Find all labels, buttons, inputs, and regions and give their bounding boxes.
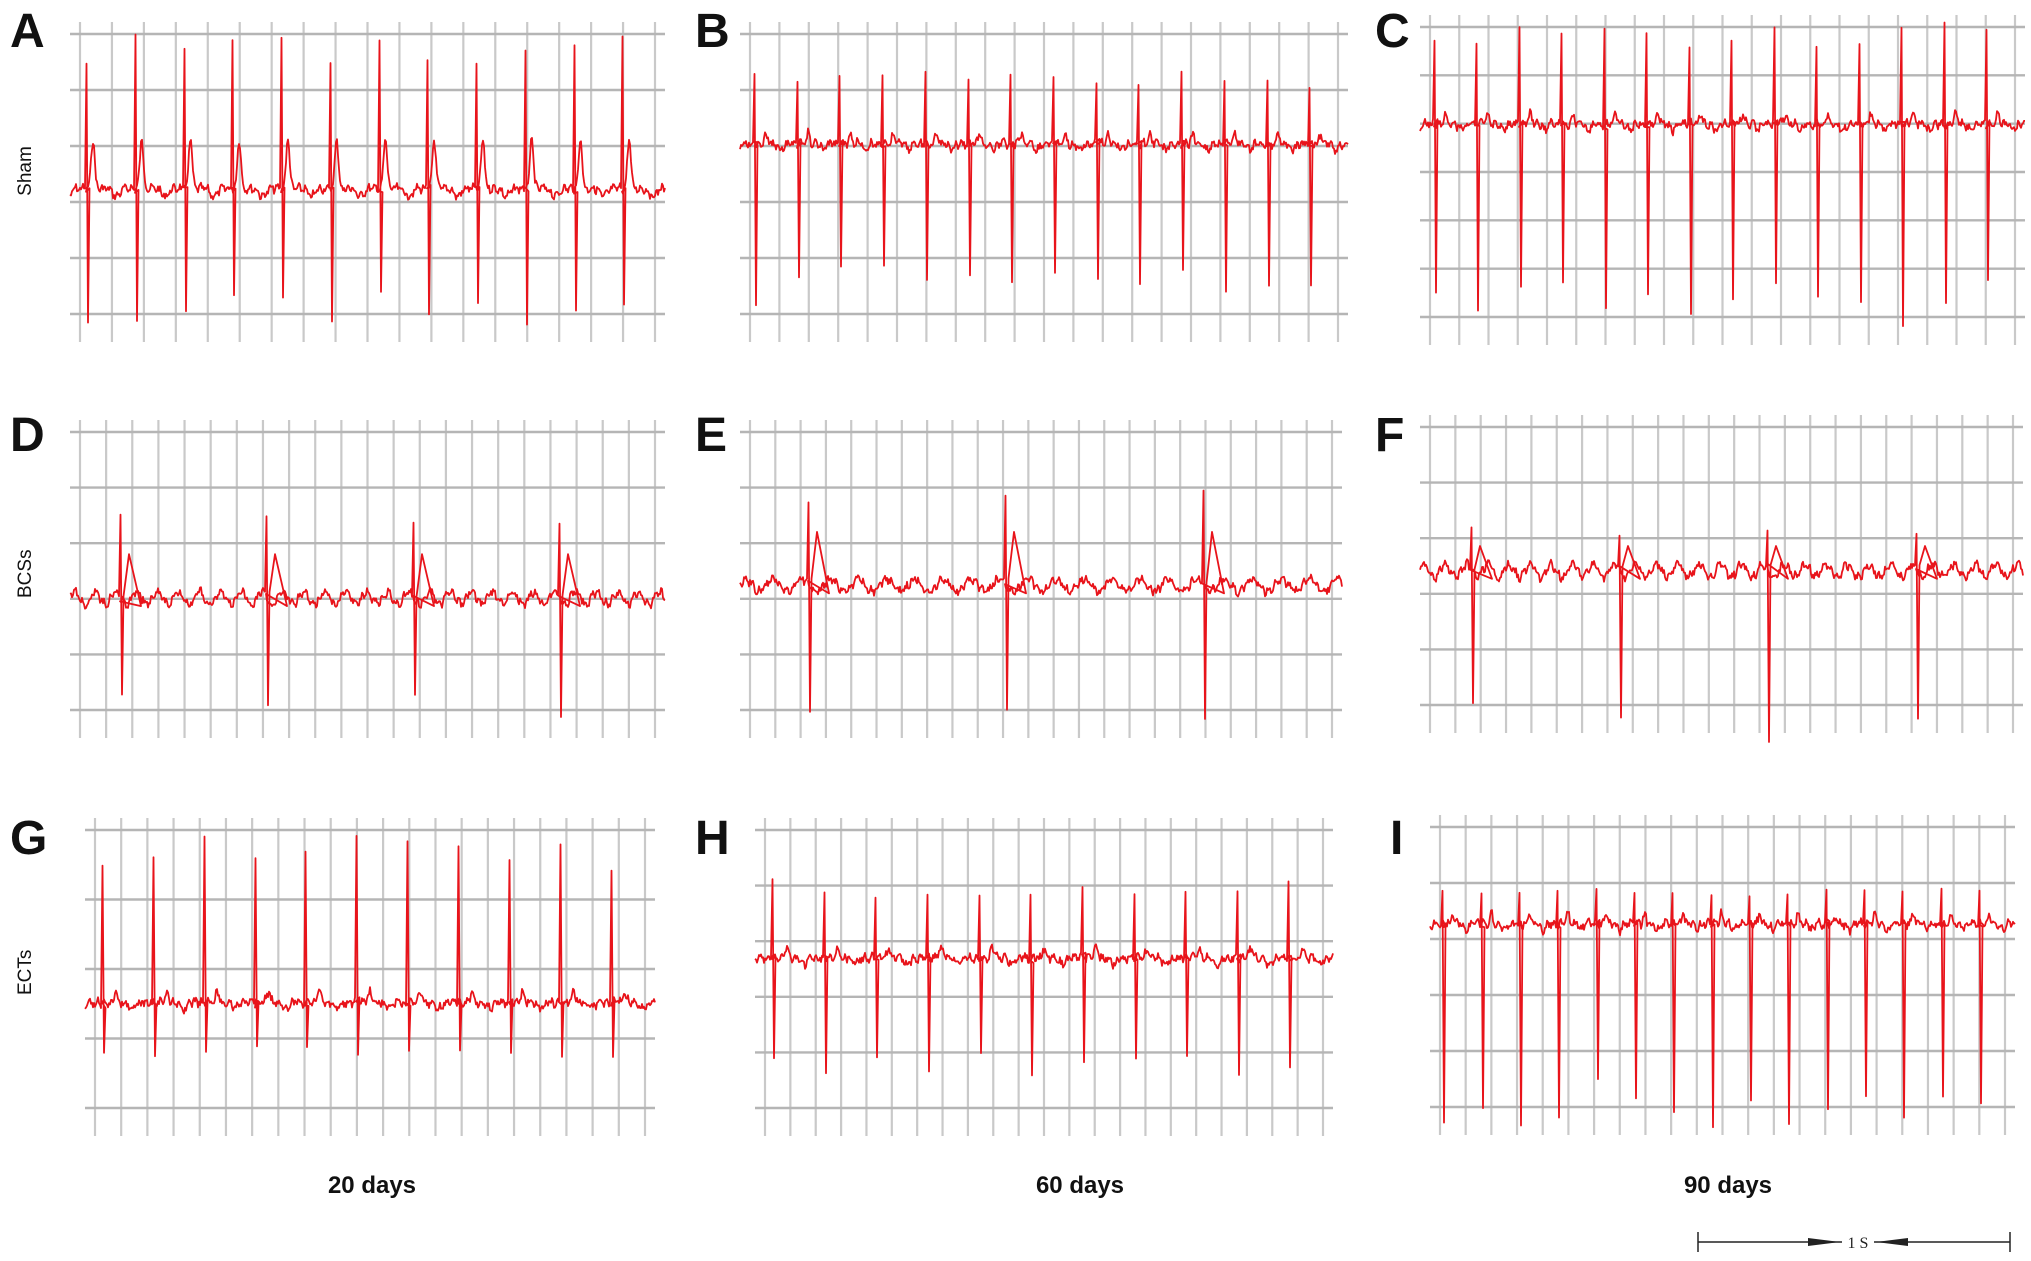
ecg-trace [1419,526,2024,743]
panel-letter-g: G [10,812,48,865]
ecg-panel-h [754,818,1334,1136]
grid [1430,815,2015,1135]
ecg-panel-a [69,22,666,342]
ecg-panel-g [84,818,656,1136]
panel-letter-h: H [695,812,730,865]
grid [1420,15,2025,345]
column-label-20-days: 20 days [327,1172,417,1199]
ecg-trace [739,70,1349,307]
column-label-90-days: 90 days [1683,1172,1773,1199]
ecg-panel-f [1419,415,2024,743]
ecg-trace [754,878,1334,1077]
ecg-trace [739,489,1343,720]
panel-letter-b: B [695,5,730,58]
panel-letter-d: D [10,409,45,462]
panel-letter-i: I [1390,812,1404,865]
ecg-trace [84,834,656,1058]
panel-letter-f: F [1375,409,1405,462]
row-label-sham: Sham [15,146,36,196]
grid [755,818,1333,1136]
grid [1420,415,2023,733]
ecg-trace [69,33,666,326]
ecg-panel-e [739,420,1343,738]
column-label-60-days: 60 days [1035,1172,1125,1199]
panel-letter-a: A [10,5,45,58]
ecg-trace [1419,21,2025,328]
scale-bar-label: 1 S [1848,1235,1869,1252]
panel-letter-e: E [695,409,728,462]
panel-letter-c: C [1375,5,1410,58]
row-label-ects: ECTs [15,949,36,995]
ecg-trace [69,513,666,718]
scale-bar: 1 S [1697,1232,2011,1252]
ecg-panel-c [1419,15,2025,345]
grid [85,818,655,1136]
ecg-panel-i [1429,815,2016,1135]
row-label-bcss: BCSs [15,549,36,598]
ecg-trace [1429,887,2016,1129]
grid [740,22,1348,342]
ecg-panel-b [739,22,1349,342]
grid [70,420,665,738]
ecg-panel-d [69,420,666,738]
